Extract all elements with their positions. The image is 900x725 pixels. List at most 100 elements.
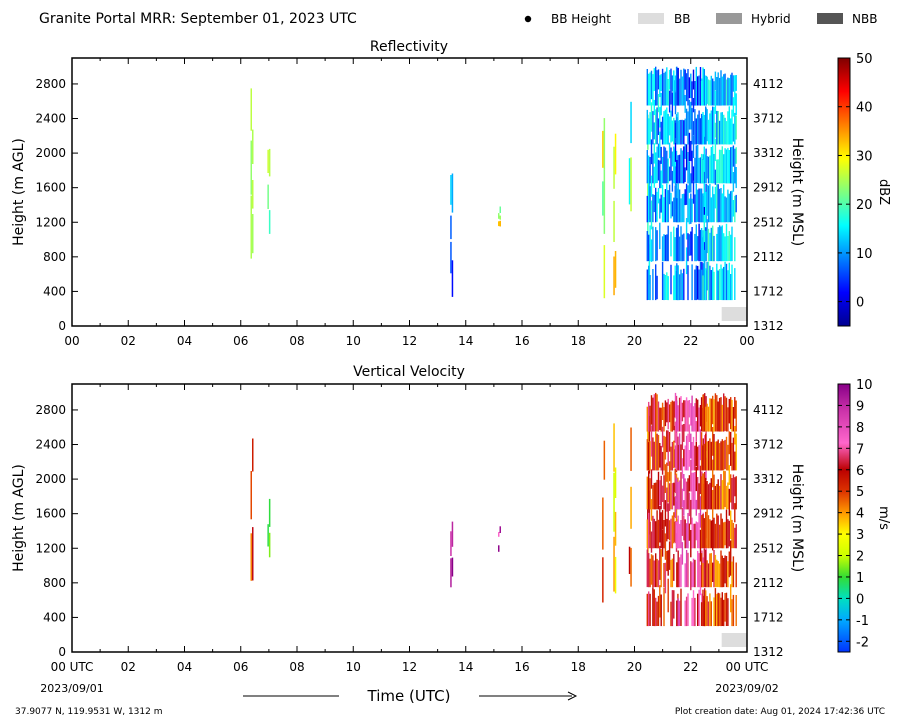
reflectivity-echo-cell [602, 181, 604, 216]
velocity-echo-cell [725, 485, 728, 510]
velocity-echo-cell [668, 541, 671, 570]
velocity-echo-cell [692, 406, 695, 432]
velocity-echo-cell [499, 526, 501, 533]
velocity-echo-cell [692, 590, 695, 627]
reflectivity-echo-cell [699, 157, 702, 184]
reflectivity-echo-cell [499, 206, 501, 213]
colorbar-tick-label: 0 [856, 592, 864, 607]
reflectivity-echo-cell [731, 190, 733, 223]
reflectivity-echo-cell [710, 197, 712, 223]
velocity-echo-cell [732, 523, 735, 549]
reflectivity-echo-cell [659, 222, 661, 250]
velocity-echo-cell [705, 549, 707, 588]
reflectivity-echo-cell [650, 102, 653, 132]
velocity-echo-cell [713, 597, 715, 627]
reflectivity-echo-cell [656, 107, 658, 145]
reflectivity-echo-cell [716, 233, 718, 262]
velocity-echo-cell [657, 519, 660, 549]
colorbar-tick-label: 7 [856, 442, 864, 457]
reflectivity-echo-cell [728, 193, 730, 223]
velocity-echo-cell [653, 589, 655, 627]
velocity-echo-cell [657, 595, 660, 626]
velocity-echo-cell [683, 500, 685, 516]
reflectivity-echo-cell [677, 67, 679, 106]
velocity-echo-cell [731, 519, 733, 549]
y-tick-label: 2000 [35, 146, 66, 160]
reflectivity-echo-cell [720, 264, 722, 300]
velocity-echo-cell [614, 467, 617, 498]
velocity-echo-cell [685, 523, 688, 549]
velocity-echo-cell [707, 601, 710, 627]
reflectivity-echo [628, 101, 632, 212]
velocity-echo-cell [674, 521, 677, 544]
velocity-echo-cell [681, 542, 684, 565]
reflectivity-echo [250, 88, 254, 259]
reflectivity-echo-cell [703, 69, 705, 102]
velocity-echo-cell [702, 473, 704, 510]
velocity-echo-cell [697, 399, 699, 432]
reflectivity-echo-cell [649, 157, 651, 184]
reflectivity-echo-cell [655, 66, 657, 106]
reflectivity-echo-cell [690, 231, 692, 256]
reflectivity-echo-cell [700, 81, 703, 106]
velocity-echo-cell [694, 523, 696, 549]
velocity-echo-cell [684, 563, 686, 588]
velocity-echo-cell [657, 434, 660, 471]
velocity-echo-cell [673, 401, 675, 431]
velocity-echo-cell [663, 563, 665, 588]
reflectivity-echo-cell [667, 158, 669, 184]
velocity-echo-cell [648, 553, 650, 588]
velocity-echo-cell [697, 477, 699, 510]
velocity-echo-cell [727, 598, 729, 626]
velocity-echo-cell [714, 441, 717, 471]
velocity-echo-cell [667, 430, 669, 466]
velocity-echo-cell [670, 446, 672, 471]
reflectivity-echo-cell [709, 113, 711, 145]
velocity-echo-cell [695, 441, 697, 467]
reflectivity-echo-cell [688, 99, 691, 130]
reflectivity-echo-cell [663, 72, 665, 106]
reflectivity-echo-cell [673, 226, 675, 262]
velocity-echo-cell [700, 397, 703, 432]
velocity-echo-cell [668, 461, 671, 482]
reflectivity-echo-cell [728, 231, 730, 262]
colorbar-tick-label: 9 [856, 399, 864, 414]
velocity-echo-cell [660, 512, 662, 549]
velocity-echo-cell [670, 518, 672, 549]
velocity-echo-cell [727, 561, 729, 588]
velocity-echo-cell [727, 482, 729, 510]
velocity-echo-cell [735, 400, 737, 432]
velocity-echo-cell [678, 433, 681, 471]
reflectivity-echo-cell [705, 154, 707, 184]
velocity-echo-cell [676, 478, 678, 510]
velocity-echo-cell [681, 402, 684, 422]
reflectivity-echo-cell [697, 76, 699, 106]
legend-bb-swatch [638, 13, 664, 24]
velocity-echo-cell [714, 523, 717, 549]
reflectivity-echo-cell [735, 115, 737, 140]
y-tick-label-right: 1712 [753, 610, 784, 624]
reflectivity-echo-cell [498, 213, 500, 219]
reflectivity-echo-cell [695, 145, 697, 184]
reflectivity-echo-cell [716, 263, 718, 301]
legend-nbb-swatch [817, 13, 843, 24]
reflectivity-echo-cell [676, 263, 678, 301]
velocity-echo-cell [670, 401, 672, 432]
reflectivity-echo-cell [661, 116, 664, 145]
reflectivity-echo-cell [656, 230, 658, 261]
velocity-echo-cell [724, 471, 726, 508]
reflectivity-echo-cell [646, 269, 648, 301]
velocity-echo-cell [666, 487, 668, 512]
reflectivity-echo-cell [721, 112, 723, 145]
reflectivity-echo-cell [730, 274, 732, 301]
velocity-echo-cell [659, 443, 661, 468]
reflectivity-echo-cell [661, 156, 664, 184]
velocity-echo-cell [653, 518, 655, 549]
velocity-echo-cell [731, 399, 733, 432]
reflectivity-echo-cell [667, 225, 669, 262]
velocity-echo-cell [684, 445, 686, 471]
velocity-echo-cell [688, 400, 691, 418]
reflectivity-echo-cell [649, 112, 651, 145]
reflectivity-echo-cell [666, 183, 668, 223]
